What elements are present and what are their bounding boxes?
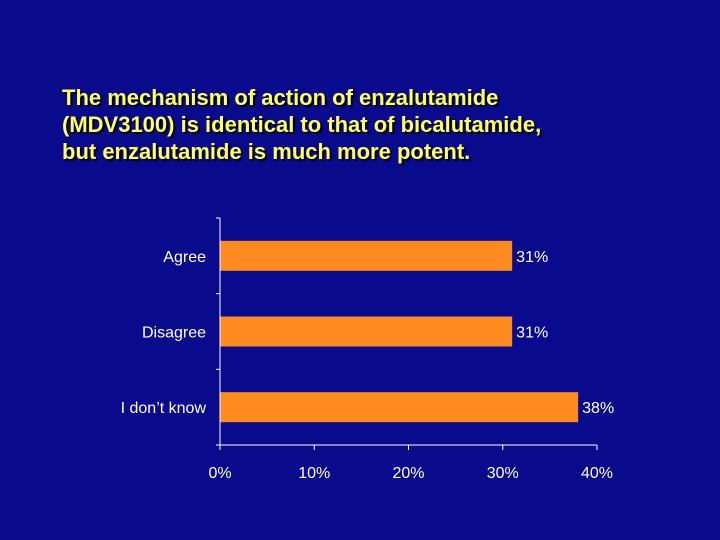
chart-labels: Agree 31% Disagree 31% I don’t know 38% 0% 10% 2… xyxy=(121,249,615,482)
bar xyxy=(220,240,513,271)
category-label: Disagree xyxy=(142,325,206,342)
slide-title: The mechanism of action of enzalutamide … xyxy=(62,84,682,165)
x-tick-label: 0% xyxy=(208,465,231,482)
x-tick-label: 10% xyxy=(298,465,330,482)
bar xyxy=(220,392,579,423)
bars xyxy=(220,240,579,423)
bar xyxy=(220,316,513,347)
x-tick-label: 20% xyxy=(392,465,424,482)
x-tick-label: 40% xyxy=(581,465,613,482)
title-line-2: (MDV3100) is identical to that of bicalu… xyxy=(62,112,542,137)
value-label: 38% xyxy=(582,400,614,417)
title-line-1: The mechanism of action of enzalutamide xyxy=(62,85,499,110)
value-label: 31% xyxy=(516,325,548,342)
axis-ticks xyxy=(216,217,598,450)
title-line-3: but enzalutamide is much more potent. xyxy=(62,139,471,164)
value-label: 31% xyxy=(516,249,548,266)
x-tick-label: 30% xyxy=(487,465,519,482)
category-label: Agree xyxy=(163,249,206,266)
category-label: I don’t know xyxy=(121,400,207,417)
